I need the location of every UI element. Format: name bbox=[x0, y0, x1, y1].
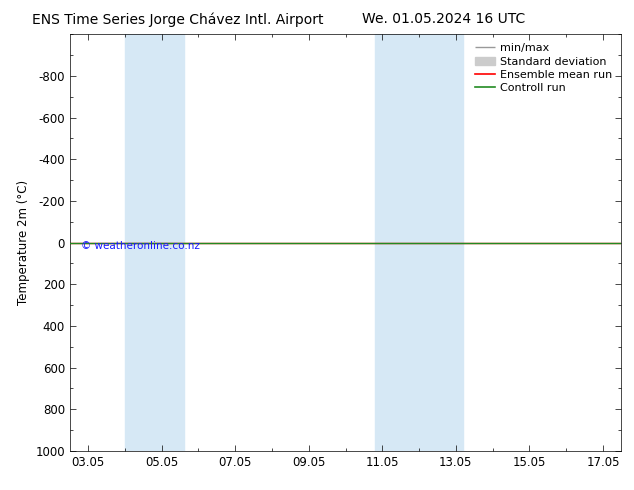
Text: © weatheronline.co.nz: © weatheronline.co.nz bbox=[81, 241, 200, 251]
Legend: min/max, Standard deviation, Ensemble mean run, Controll run: min/max, Standard deviation, Ensemble me… bbox=[471, 40, 616, 97]
Bar bbox=[125, 34, 184, 451]
Text: ENS Time Series Jorge Chávez Intl. Airport: ENS Time Series Jorge Chávez Intl. Airpo… bbox=[32, 12, 323, 27]
Text: We. 01.05.2024 16 UTC: We. 01.05.2024 16 UTC bbox=[362, 12, 526, 26]
Y-axis label: Temperature 2m (°C): Temperature 2m (°C) bbox=[16, 180, 30, 305]
Bar bbox=[375, 34, 463, 451]
